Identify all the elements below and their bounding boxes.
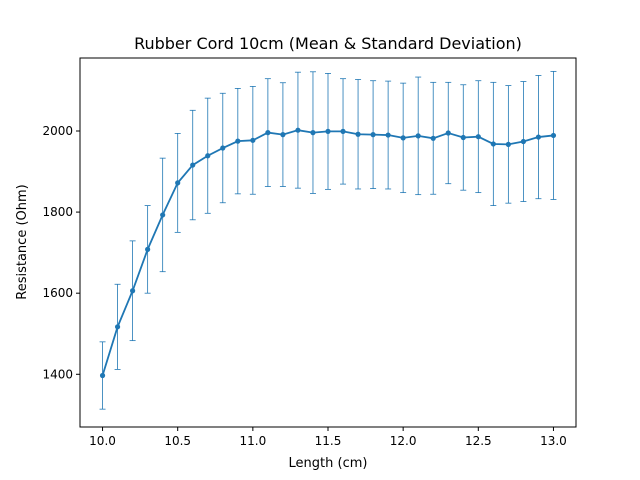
data-point (99, 372, 106, 379)
plot-area (99, 70, 557, 410)
data-point (310, 130, 316, 136)
data-point (160, 212, 166, 218)
y-axis: 1400 1600 1800 2000 (42, 124, 80, 381)
y-tick-label: 1800 (42, 205, 73, 219)
x-axis: 10.0 10.5 11.0 11.5 12.0 12.5 13.0 (89, 427, 567, 448)
data-point (145, 246, 151, 252)
data-point (490, 141, 496, 147)
data-point (325, 128, 331, 134)
x-tick-label: 10.5 (164, 434, 191, 448)
data-point (355, 131, 361, 137)
x-tick-label: 11.0 (239, 434, 266, 448)
data-point (415, 133, 421, 139)
data-point (235, 138, 241, 144)
data-point (535, 134, 542, 140)
data-point (460, 134, 466, 141)
data-point (295, 127, 301, 133)
data-point (550, 132, 557, 139)
y-tick-label: 1400 (42, 367, 73, 381)
y-tick-label: 1600 (42, 286, 73, 300)
y-axis-label: Resistance (Ohm) (15, 184, 30, 299)
data-point (190, 162, 196, 168)
data-point (175, 180, 181, 186)
chart-title: Rubber Cord 10cm (Mean & Standard Deviat… (134, 34, 522, 53)
data-point (220, 145, 226, 151)
y-tick-label: 2000 (42, 124, 73, 138)
data-point (250, 137, 256, 143)
x-tick-label: 13.0 (540, 434, 567, 448)
data-point (280, 132, 286, 138)
data-point (205, 153, 211, 159)
data-point (430, 135, 436, 141)
data-point (130, 288, 136, 294)
data-point (445, 130, 451, 136)
x-tick-label: 12.5 (465, 434, 492, 448)
x-tick-label: 12.0 (390, 434, 417, 448)
x-tick-label: 11.5 (315, 434, 342, 448)
data-point (265, 130, 271, 136)
data-point (520, 138, 526, 145)
data-point (475, 134, 481, 140)
data-point (340, 128, 346, 134)
data-point (114, 324, 121, 330)
data-point (370, 132, 376, 138)
x-tick-label: 10.0 (89, 434, 116, 448)
data-point (385, 132, 391, 138)
data-point (400, 135, 406, 141)
x-axis-label: Length (cm) (289, 456, 368, 471)
data-point (505, 141, 511, 147)
